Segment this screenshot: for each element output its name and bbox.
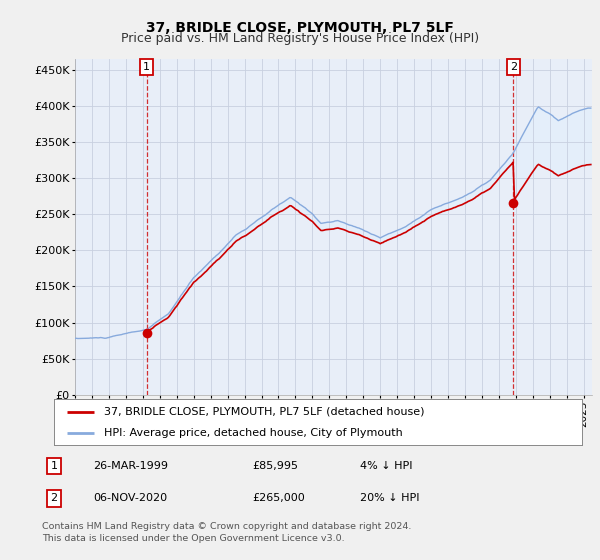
Text: 26-MAR-1999: 26-MAR-1999 [93,461,168,471]
Text: £265,000: £265,000 [252,493,305,503]
Text: £85,995: £85,995 [252,461,298,471]
Text: HPI: Average price, detached house, City of Plymouth: HPI: Average price, detached house, City… [104,428,403,438]
Text: Contains HM Land Registry data © Crown copyright and database right 2024.
This d: Contains HM Land Registry data © Crown c… [42,522,412,543]
Text: 1: 1 [50,461,58,471]
Text: 2: 2 [50,493,58,503]
Text: 37, BRIDLE CLOSE, PLYMOUTH, PL7 5LF (detached house): 37, BRIDLE CLOSE, PLYMOUTH, PL7 5LF (det… [104,407,425,417]
Text: 2: 2 [510,62,517,72]
Text: 1: 1 [143,62,150,72]
Text: 4% ↓ HPI: 4% ↓ HPI [360,461,413,471]
Text: 06-NOV-2020: 06-NOV-2020 [93,493,167,503]
Text: Price paid vs. HM Land Registry's House Price Index (HPI): Price paid vs. HM Land Registry's House … [121,32,479,45]
Text: 37, BRIDLE CLOSE, PLYMOUTH, PL7 5LF: 37, BRIDLE CLOSE, PLYMOUTH, PL7 5LF [146,21,454,35]
Text: 20% ↓ HPI: 20% ↓ HPI [360,493,419,503]
